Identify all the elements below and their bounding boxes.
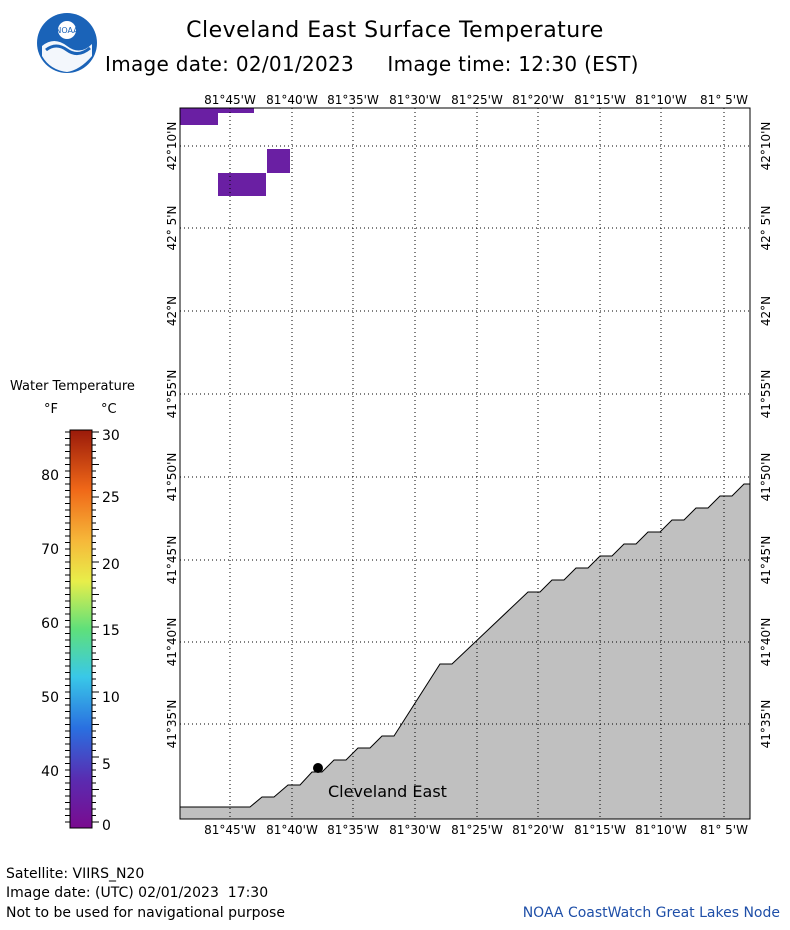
celsius-label: 30 — [102, 428, 120, 444]
celsius-label: 10 — [102, 690, 120, 706]
celsius-label: 5 — [102, 757, 111, 773]
latitude-label-right: 42°N — [759, 296, 773, 326]
latitude-label-right: 41°35'N — [759, 700, 773, 749]
image-date-time: Image date: 02/01/2023 Image time: 12:30… — [105, 52, 639, 76]
latitude-label-right: 41°55'N — [759, 370, 773, 419]
station-label: Cleveland East — [328, 782, 447, 801]
logo-text: NOAA — [55, 26, 79, 35]
fahrenheit-labels: 80 70 60 50 40 — [41, 468, 59, 780]
image-date-label: Image date: — [105, 52, 230, 76]
celsius-label: 20 — [102, 557, 120, 573]
longitude-label-bottom: 81°25'W — [451, 823, 503, 837]
longitude-label-bottom: 81°20'W — [512, 823, 564, 837]
latitude-labels-left: 42°10'N 42° 5'N 42°N 41°55'N 41°50'N 41°45'N 4… — [165, 122, 179, 749]
noaa-logo-icon: NOAA — [37, 13, 97, 73]
navigation-disclaimer: Not to be used for navigational purpose — [6, 905, 285, 921]
longitude-label-bottom: 81°40'W — [266, 823, 318, 837]
fahrenheit-label: 70 — [41, 542, 59, 558]
map-frame — [179, 107, 751, 820]
fahrenheit-label: 50 — [41, 690, 59, 706]
latitude-label-left: 42°10'N — [165, 122, 179, 171]
longitude-label-bottom: 81°30'W — [389, 823, 441, 837]
latitude-label-right: 42°10'N — [759, 122, 773, 171]
legend-unit-f: °F — [44, 402, 58, 417]
celsius-label: 0 — [102, 818, 111, 834]
latitude-label-right: 41°45'N — [759, 536, 773, 585]
longitude-label-top: 81° 5'W — [700, 93, 748, 107]
latitude-labels-right: 42°10'N 42° 5'N 42°N 41°55'N 41°50'N 41°45'N 4… — [759, 122, 773, 749]
longitude-label-top: 81°35'W — [327, 93, 379, 107]
fahrenheit-label: 40 — [41, 764, 59, 780]
longitude-label-top: 81°45'W — [204, 93, 256, 107]
longitude-label-bottom: 81°15'W — [574, 823, 626, 837]
color-scale-ticks — [65, 431, 99, 823]
latitude-label-right: 41°40'N — [759, 618, 773, 667]
water-temperature-pixel — [218, 108, 254, 113]
utc-image-date: Image date: (UTC) 02/01/2023 17:30 — [6, 885, 269, 901]
longitude-labels-bottom: 81°45'W 81°40'W 81°35'W 81°30'W 81°25'W 81°20… — [204, 823, 748, 837]
satellite-info: Satellite: VIIRS_N20 — [6, 866, 145, 882]
legend-title: Water Temperature — [10, 379, 135, 394]
station-marker[interactable] — [313, 763, 323, 773]
celsius-labels: 30 25 20 15 10 5 0 — [102, 428, 120, 834]
map-title: Cleveland East Surface Temperature — [186, 18, 604, 43]
longitude-gridlines — [229, 108, 725, 819]
image-time: 12:30 (EST) — [518, 52, 639, 76]
water-temperature-pixel — [267, 149, 290, 173]
fahrenheit-label: 80 — [41, 468, 59, 484]
longitude-labels-top: 81°45'W 81°40'W 81°35'W 81°30'W 81°25'W 81°20… — [204, 93, 748, 107]
longitude-label-top: 81°25'W — [451, 93, 503, 107]
longitude-label-top: 81°30'W — [389, 93, 441, 107]
color-scale-bar — [69, 429, 93, 829]
celsius-label: 25 — [102, 490, 120, 506]
image-time-label: Image time: — [387, 52, 512, 76]
latitude-label-left: 41°55'N — [165, 370, 179, 419]
land-area — [179, 483, 751, 820]
latitude-label-left: 41°35'N — [165, 700, 179, 749]
longitude-label-bottom: 81° 5'W — [700, 823, 748, 837]
latitude-label-left: 41°40'N — [165, 618, 179, 667]
longitude-label-bottom: 81°10'W — [635, 823, 687, 837]
longitude-label-top: 81°40'W — [266, 93, 318, 107]
latitude-label-right: 42° 5'N — [759, 206, 773, 251]
image-date: 02/01/2023 — [235, 52, 355, 76]
legend-unit-c: °C — [101, 402, 117, 417]
credit-link[interactable]: NOAA CoastWatch Great Lakes Node — [522, 905, 780, 921]
latitude-label-left: 41°50'N — [165, 453, 179, 502]
longitude-label-bottom: 81°35'W — [327, 823, 379, 837]
water-temperature-pixel — [180, 108, 218, 125]
latitude-label-left: 42°N — [165, 296, 179, 326]
latitude-gridlines — [180, 145, 750, 725]
celsius-label: 15 — [102, 623, 120, 639]
latitude-label-right: 41°50'N — [759, 453, 773, 502]
latitude-label-left: 41°45'N — [165, 536, 179, 585]
latitude-label-left: 42° 5'N — [165, 206, 179, 251]
longitude-label-top: 81°20'W — [512, 93, 564, 107]
water-temperature-pixel — [218, 173, 266, 196]
longitude-label-top: 81°10'W — [635, 93, 687, 107]
longitude-label-top: 81°15'W — [574, 93, 626, 107]
longitude-label-bottom: 81°45'W — [204, 823, 256, 837]
fahrenheit-label: 60 — [41, 616, 59, 632]
